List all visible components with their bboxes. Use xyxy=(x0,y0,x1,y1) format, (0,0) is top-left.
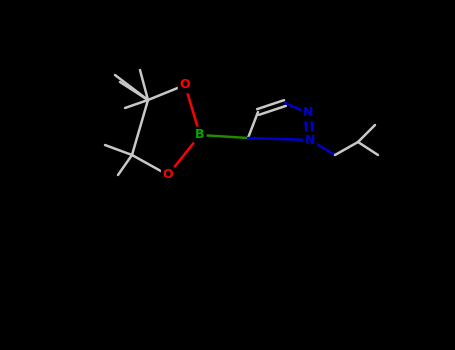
Text: O: O xyxy=(163,168,173,182)
Text: O: O xyxy=(180,78,190,91)
Text: N: N xyxy=(303,106,313,119)
Text: B: B xyxy=(195,128,205,141)
Text: N: N xyxy=(305,133,315,147)
